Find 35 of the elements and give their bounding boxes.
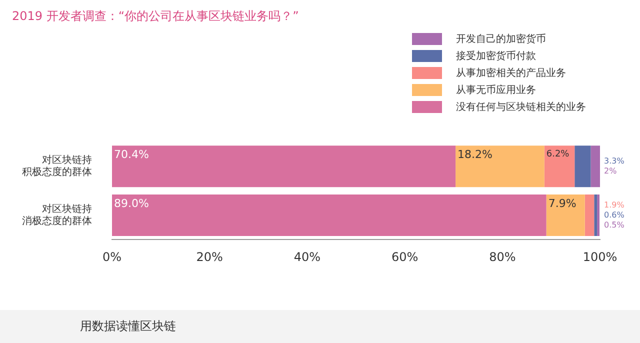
text: 用数据读懂区块链	[80, 318, 176, 335]
y-tick-label: 对区块链持消极态度的群体	[22, 202, 92, 227]
bar	[112, 146, 456, 188]
bar	[584, 194, 594, 236]
bar	[544, 146, 575, 188]
x-tick-label: 60%	[391, 250, 418, 264]
data-label: 3.3%	[604, 156, 625, 166]
x-tick-label: 40%	[294, 250, 321, 264]
data-label: 0.6%	[604, 210, 625, 220]
bar	[456, 146, 544, 188]
data-label: 7.9%	[548, 196, 576, 210]
legend-label: 从事加密相关的产品业务	[456, 66, 566, 80]
bar	[112, 194, 546, 236]
x-tick-label: 20%	[196, 250, 223, 264]
data-label: 0.5%	[604, 220, 625, 230]
x-tick-label: 0%	[102, 250, 122, 264]
y-tick-label: 对区块链持积极态度的群体	[22, 154, 92, 178]
bar	[594, 194, 598, 236]
bar	[590, 146, 600, 188]
legend-label: 从事无币应用业务	[456, 84, 536, 96]
bar	[597, 194, 600, 236]
data-label: 89.0%	[114, 196, 149, 210]
legend-label: 没有任何与区块链相关的业务	[456, 100, 586, 114]
data-label: 2%	[604, 166, 618, 176]
data-label: 1.9%	[604, 200, 625, 210]
x-tick-label: 80%	[489, 250, 516, 264]
legend-label: 开发自己的加密货币	[456, 32, 546, 46]
data-label: 6.2%	[546, 150, 570, 160]
bar	[546, 194, 585, 236]
legend-label: 接受加密货币付款	[456, 50, 536, 62]
chart-title: 2019 开发者调查：“你的公司在从事区块链业务吗？”	[12, 8, 299, 25]
bar	[574, 146, 591, 188]
data-label: 18.2%	[458, 148, 493, 162]
data-label: 70.4%	[114, 148, 149, 162]
x-tick-label: 100%	[582, 250, 618, 264]
